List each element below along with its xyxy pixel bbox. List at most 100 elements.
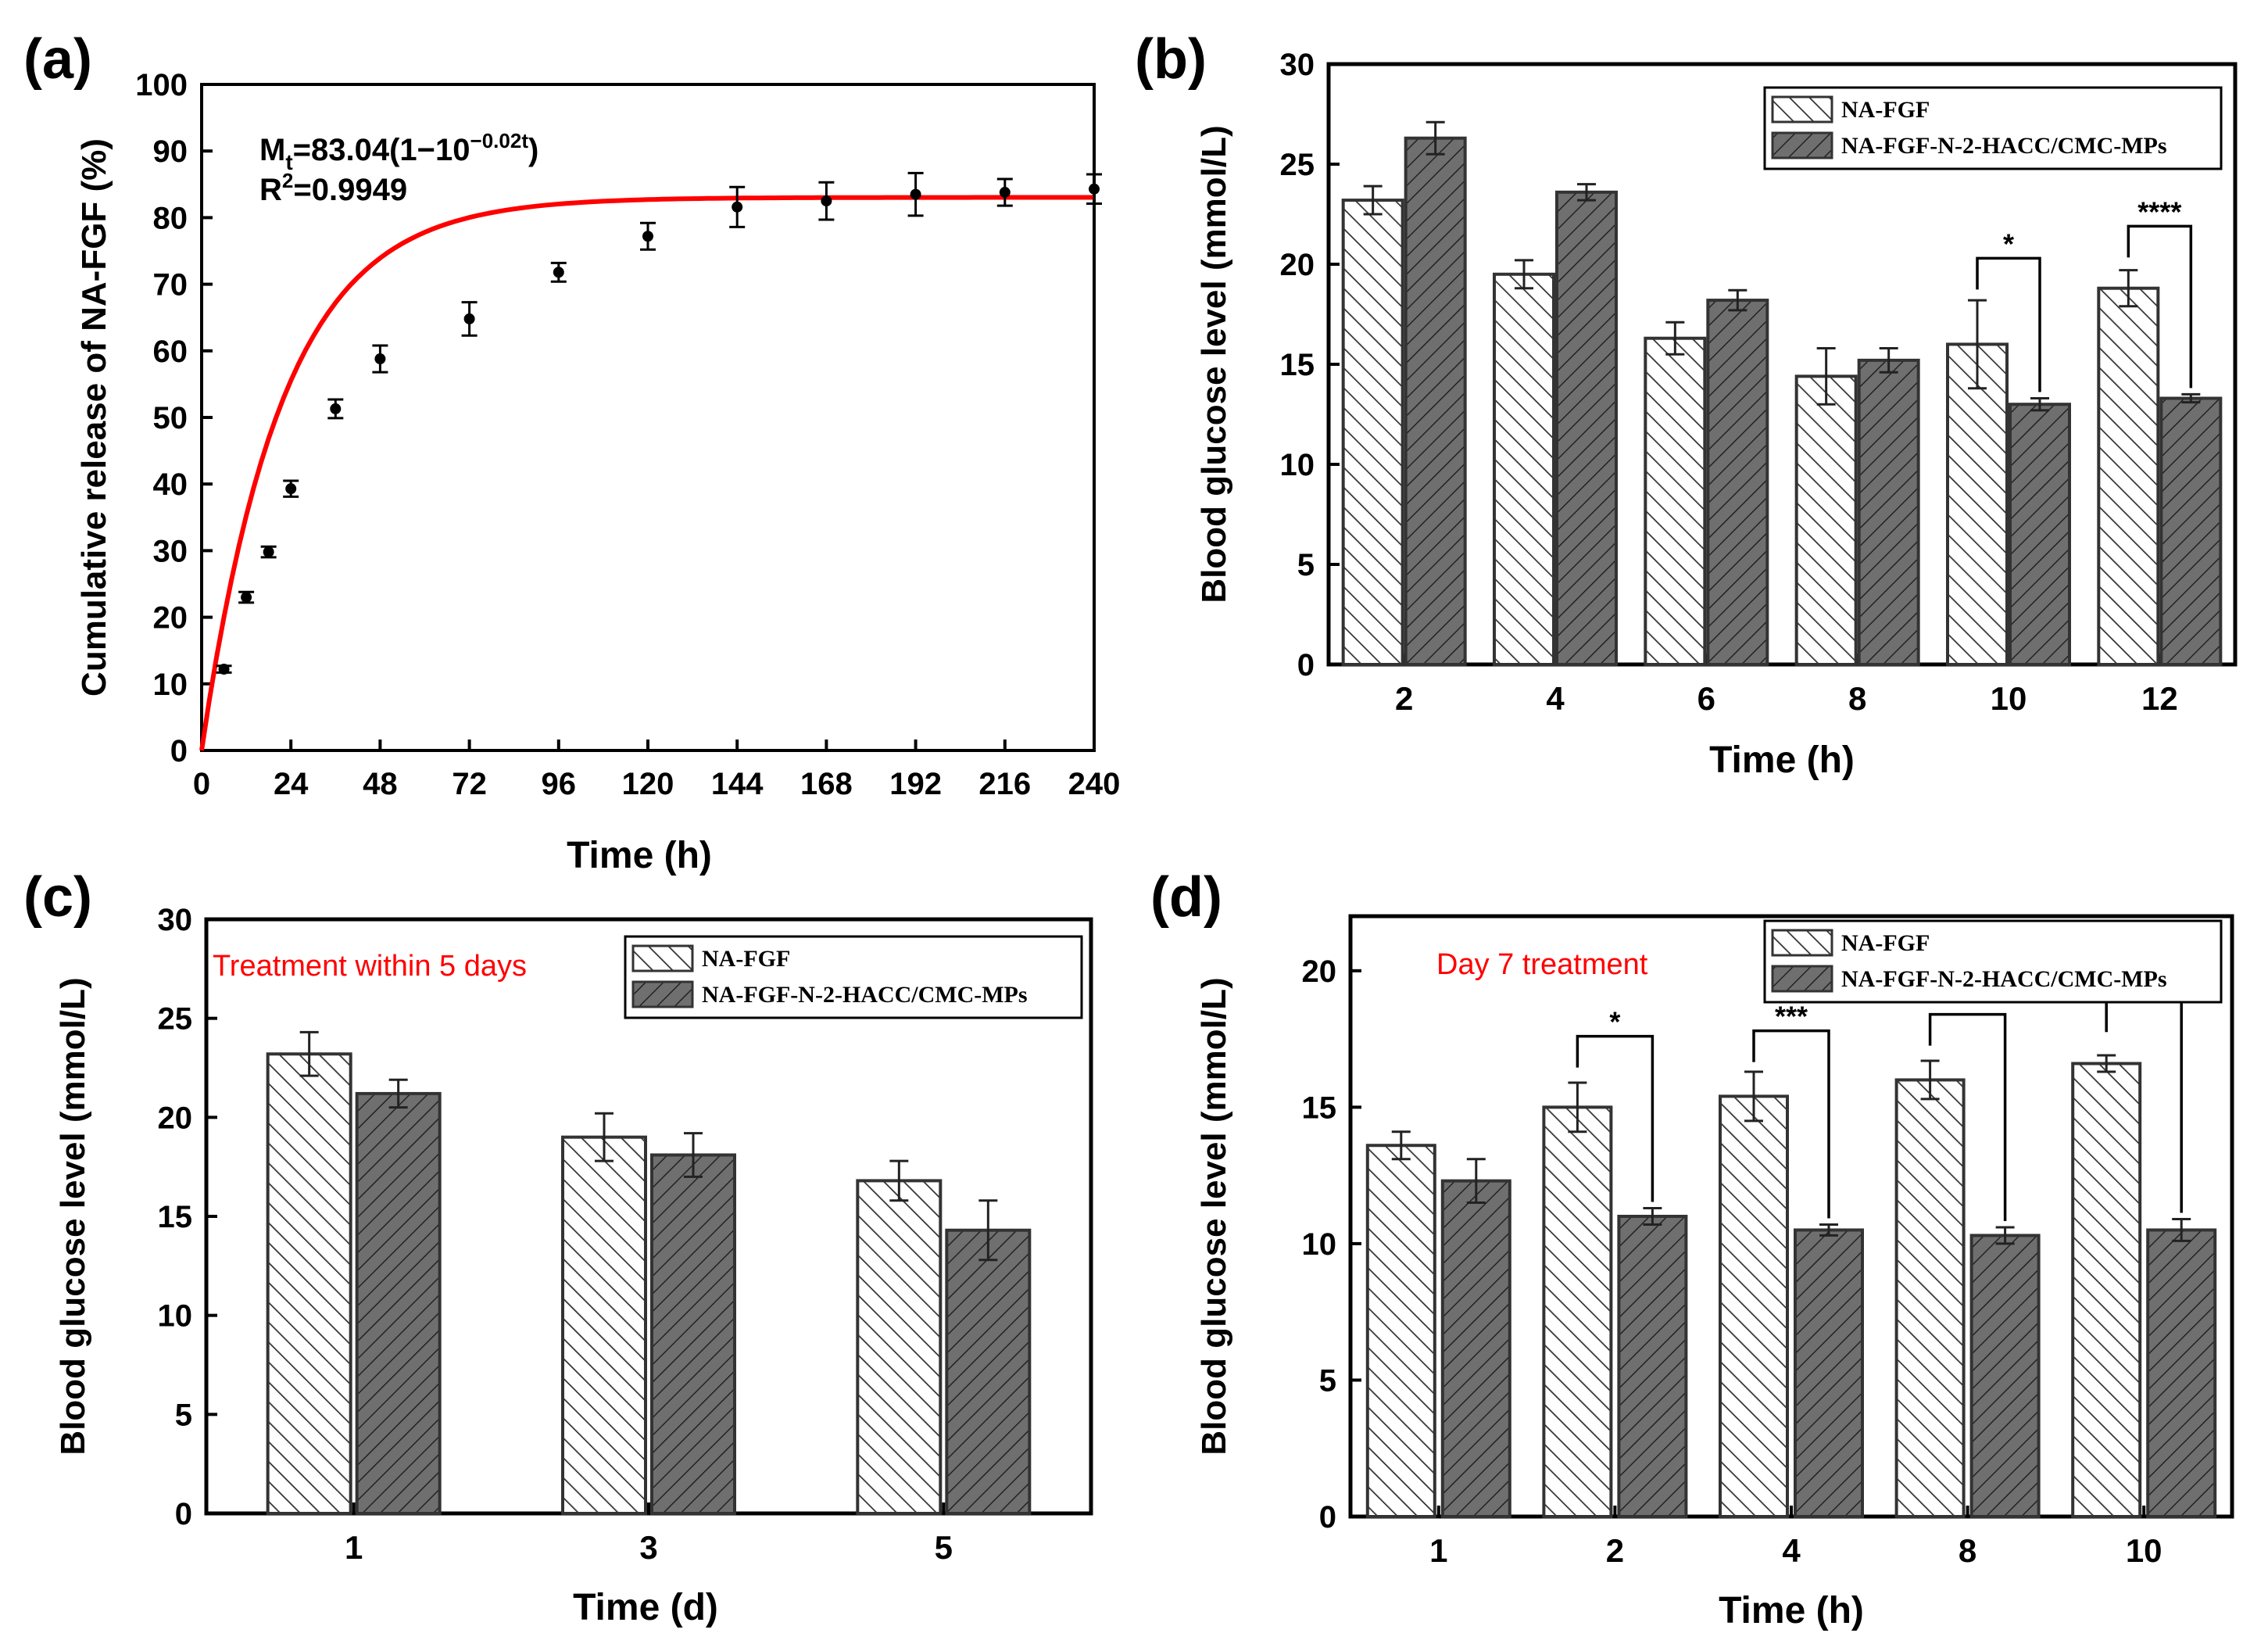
- bar-na-fgf: [1894, 1078, 1966, 1519]
- bar-mps: [1969, 1234, 2041, 1519]
- y-tick-label: 10: [158, 1299, 193, 1334]
- legend-label-mps: NA-FGF-N-2-HACC/CMC-MPs: [1841, 133, 2167, 159]
- annotation-d: Day 7 treatment: [1436, 948, 1648, 981]
- bar-mps: [1404, 136, 1467, 667]
- bar-mps: [1794, 1228, 1864, 1519]
- x-tick-label: 216: [978, 767, 1031, 801]
- x-axis-title-b: Time (h): [1709, 740, 1855, 781]
- y-tick-label: 30: [1280, 48, 1315, 82]
- legend-label-na-fgf: NA-FGF: [1841, 930, 1930, 956]
- x-tick-label: 2: [1606, 1532, 1624, 1569]
- y-tick-label: 20: [158, 1101, 193, 1135]
- x-tick-label: 4: [1782, 1532, 1801, 1569]
- bar-na-fgf: [561, 1135, 647, 1515]
- data-point: [553, 267, 564, 278]
- y-tick-label: 60: [153, 335, 188, 369]
- bar-na-fgf: [1341, 199, 1404, 666]
- x-tick-label: 8: [1959, 1532, 1976, 1569]
- legend-swatch-na-fgf: [1771, 929, 1833, 957]
- panel-c: (c) 0 5 10 15 20 25 30 1 3 5 Treatment within 5 …: [23, 866, 1093, 1628]
- significance-bracket: [2127, 224, 2193, 389]
- x-tick-label: 12: [2141, 680, 2178, 717]
- y-tick-label: 5: [1319, 1363, 1336, 1398]
- data-point: [263, 546, 274, 558]
- significance-label: *: [1609, 1006, 1620, 1038]
- x-tick-label: 2: [1395, 680, 1413, 717]
- x-tick-label: 240: [1068, 767, 1121, 801]
- x-tick-label: 96: [542, 767, 577, 801]
- data-points-a: [216, 171, 1102, 675]
- significance-bracket: [1752, 1029, 1830, 1219]
- legend-box-b: [1763, 86, 2223, 170]
- panel-label-c: (c): [23, 866, 92, 929]
- bars-d: 1 2 4 8 10: [1365, 1054, 2217, 1569]
- y-tick-label: 15: [1302, 1091, 1337, 1125]
- y-axis-title-b: Blood glucose level (mmol/L): [1195, 125, 1233, 603]
- y-tick-label: 50: [153, 401, 188, 435]
- legend-box-d: [1763, 919, 2223, 1004]
- y-tick-label: 100: [135, 68, 188, 102]
- legend-label-na-fgf: NA-FGF: [702, 946, 790, 972]
- y-tick-label: 20: [1302, 954, 1337, 989]
- y-axis-c: 0 5 10 15 20 25 30: [158, 903, 217, 1531]
- x-tick-label: 120: [622, 767, 674, 801]
- significance-bracket: [1576, 1034, 1654, 1202]
- bar-na-fgf: [2071, 1062, 2142, 1518]
- legend-b: NA-FGF NA-FGF-N-2-HACC/CMC-MPs: [1763, 86, 2223, 170]
- bar-mps: [1617, 1215, 1688, 1518]
- y-tick-label: 0: [1319, 1500, 1336, 1535]
- y-axis-title-d: Blood glucose level (mmol/L): [1195, 977, 1233, 1455]
- y-tick-label: 10: [1280, 448, 1315, 482]
- significance-label: ***: [1775, 1001, 1808, 1033]
- x-axis-a: 0 24 48 72 96 120 144 168 192 216 240: [193, 740, 1121, 801]
- data-point: [374, 353, 386, 365]
- legend-d: NA-FGF NA-FGF-N-2-HACC/CMC-MPs: [1763, 919, 2223, 1004]
- significance-b: *****: [1976, 195, 2193, 392]
- data-point: [732, 201, 743, 213]
- legend-swatch-mps: [1771, 131, 1833, 159]
- annotation-c: Treatment within 5 days: [213, 950, 527, 983]
- panel-label-a: (a): [23, 28, 92, 91]
- data-point: [1089, 183, 1100, 195]
- bar-mps: [1857, 358, 1920, 666]
- panel-a: (a) 0 10 20 30 40 50 60 70 80 90 100 0 24 48 72 96 120 1…: [23, 28, 1120, 876]
- y-tick-label: 20: [1280, 248, 1315, 282]
- fit-curve: [199, 195, 1094, 751]
- y-axis-a: 0 10 20 30 40 50 60 70 80 90 100: [135, 68, 213, 768]
- y-tick-label: 80: [153, 201, 188, 235]
- legend-swatch-na-fgf: [1771, 95, 1833, 124]
- data-point: [218, 664, 230, 675]
- legend-swatch-mps: [1771, 965, 1833, 993]
- data-point: [330, 403, 342, 414]
- x-tick-label: 3: [639, 1529, 657, 1566]
- bar-mps: [2009, 403, 2071, 666]
- y-tick-label: 90: [153, 134, 188, 169]
- significance-bracket: [1976, 256, 2041, 392]
- bar-mps: [1555, 190, 1618, 666]
- x-tick-label: 6: [1697, 680, 1715, 717]
- y-tick-label: 25: [1280, 148, 1315, 182]
- y-tick-label: 30: [153, 534, 188, 568]
- y-tick-label: 15: [1280, 348, 1315, 382]
- bar-na-fgf: [1493, 272, 1555, 666]
- data-point: [642, 231, 653, 242]
- x-tick-label: 10: [2126, 1532, 2162, 1569]
- data-point: [821, 195, 832, 207]
- x-tick-label: 24: [274, 767, 309, 801]
- bar-na-fgf: [1365, 1144, 1436, 1518]
- bar-na-fgf: [1719, 1094, 1789, 1518]
- x-tick-label: 4: [1546, 680, 1565, 717]
- legend-label-mps: NA-FGF-N-2-HACC/CMC-MPs: [1841, 966, 2167, 992]
- r-squared: R2=0.9949: [259, 169, 407, 207]
- x-tick-label: 5: [935, 1529, 953, 1566]
- bars-c: 1 3 5: [266, 1030, 1032, 1566]
- y-tick-label: 10: [1302, 1227, 1337, 1262]
- y-tick-label: 70: [153, 268, 188, 303]
- y-tick-label: 15: [158, 1200, 193, 1234]
- y-tick-label: 25: [158, 1002, 193, 1037]
- bar-na-fgf: [1794, 374, 1858, 666]
- bars-b: 2 4 6 8 10 12: [1341, 120, 2223, 717]
- bar-mps: [355, 1091, 442, 1515]
- legend-label-na-fgf: NA-FGF: [1841, 97, 1930, 123]
